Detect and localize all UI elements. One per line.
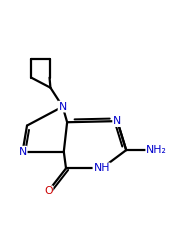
- Text: N: N: [18, 147, 27, 157]
- Text: N: N: [113, 116, 121, 126]
- Text: NH₂: NH₂: [146, 145, 167, 155]
- Text: O: O: [44, 186, 52, 196]
- Text: NH: NH: [93, 163, 110, 173]
- Text: N: N: [59, 102, 67, 112]
